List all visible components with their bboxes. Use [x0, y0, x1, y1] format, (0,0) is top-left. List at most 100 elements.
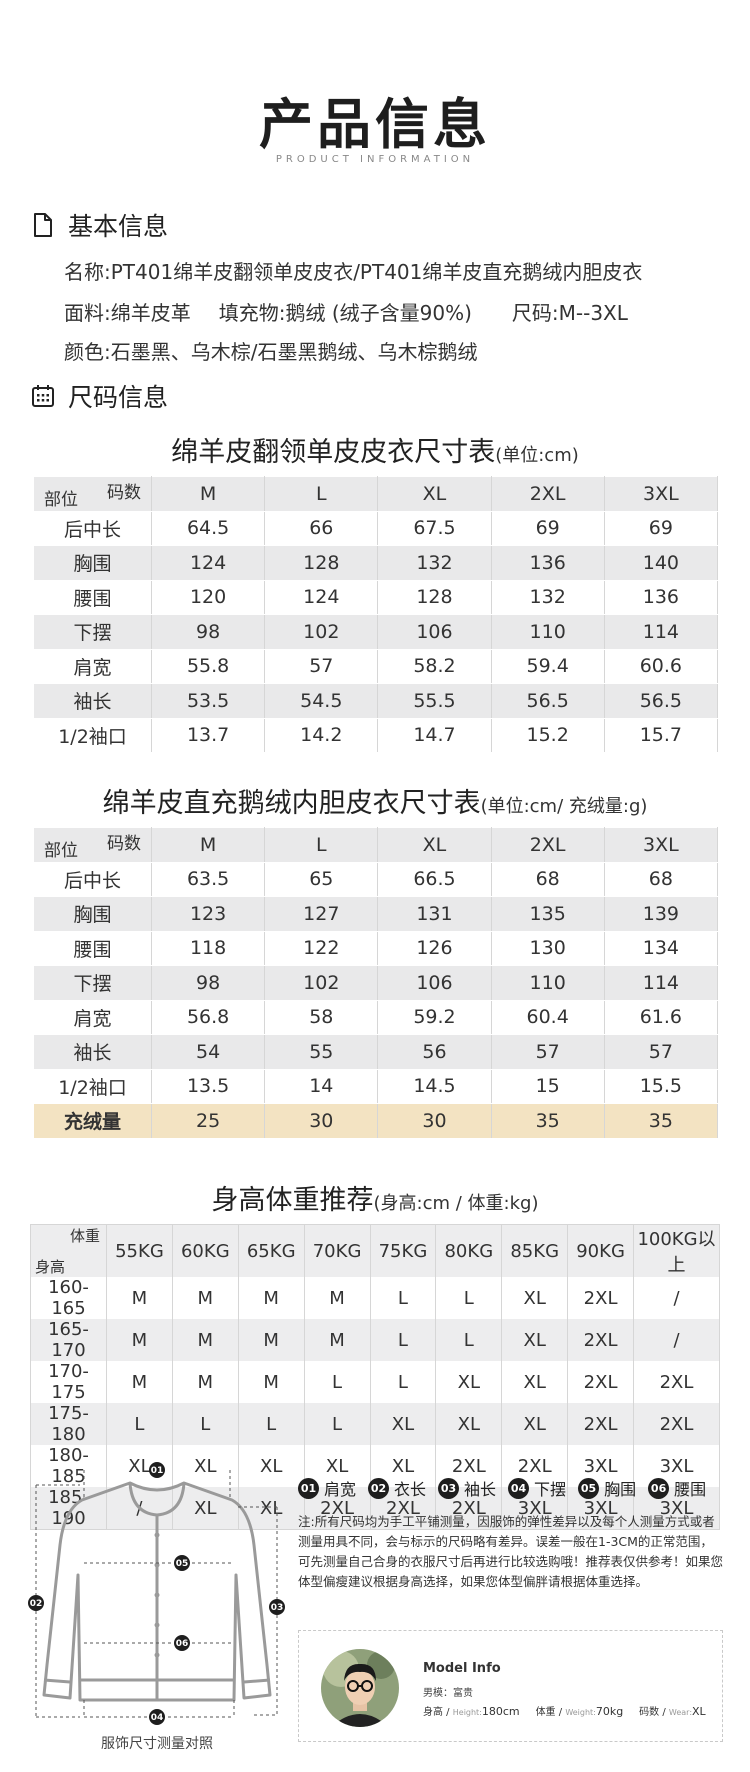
table-row: 肩宽 55.8 57 58.2 59.4 60.6: [33, 648, 719, 684]
table-cell: M: [172, 1277, 239, 1319]
table-cell: 56: [377, 1034, 492, 1070]
table-cell: 98: [150, 614, 266, 650]
height-en: Height:: [452, 1708, 482, 1717]
model-info-title: Model Info: [423, 1661, 501, 1676]
table-row: 185-190/XL XL 2XL 2XL 2XL 3XL 3XL 3XL: [30, 1487, 720, 1530]
table-cell: 58: [264, 999, 379, 1035]
table-cell: XL: [238, 1445, 305, 1487]
table-row: 腰围 118 122 126 130 134: [33, 930, 719, 966]
table-header-row: 码数 部位 M L XL 2XL 3XL: [33, 476, 719, 512]
svg-text:04: 04: [151, 1713, 164, 1723]
table-row: 袖长 53.5 54.5 55.5 56.5 56.5: [33, 683, 719, 719]
table-row: 袖长 54 55 56 57 57: [33, 1034, 719, 1070]
table-cell: 120: [150, 579, 266, 615]
table-cell: 132: [377, 545, 492, 581]
table-cell: 57: [603, 1034, 719, 1070]
table-cell: L: [172, 1403, 239, 1445]
measure-legend: 01 肩宽 02 衣长 03 袖长 04 下摆 05 胸围 06 腰围: [298, 1476, 718, 1500]
size-header: 2XL: [490, 476, 605, 512]
table-row: 160-165 M M M M L L XL 2XL /: [30, 1277, 720, 1319]
table-row: 下摆 98 102 106 110 114: [33, 614, 719, 650]
table-cell: L: [304, 1361, 371, 1403]
table-cell: 55.5: [377, 683, 492, 719]
table-row: 180-185 XL XL XL XL XL 2XL 2XL 3XL 3XL: [30, 1445, 720, 1487]
row-label: 袖长: [33, 683, 152, 719]
recommend-title-text: 身高体重推荐: [211, 1185, 374, 1216]
model-avatar: [321, 1649, 399, 1727]
table-cell: 128: [377, 579, 492, 615]
legend-item: 03 袖长: [438, 1476, 496, 1500]
legend-item: 04 下摆: [508, 1476, 566, 1500]
row-label: 腰围: [33, 930, 152, 966]
table-cell: 54.5: [264, 683, 379, 719]
table-cell: XL: [501, 1277, 569, 1319]
table-cell: L: [370, 1319, 437, 1361]
table-cell: 2XL: [567, 1403, 634, 1445]
recommend-unit: (身高:cm / 体重:kg): [373, 1193, 539, 1214]
table-cell: 56.5: [603, 683, 719, 719]
corner-top: 码数: [107, 483, 141, 503]
row-label: 肩宽: [33, 648, 152, 684]
legend-number: 01: [298, 1477, 319, 1499]
table-row: 腰围 120 124 128 132 136: [33, 579, 719, 615]
table-cell: 102: [264, 614, 379, 650]
svg-text:01: 01: [151, 1466, 164, 1476]
table-cell: M: [238, 1361, 305, 1403]
size-header: L: [264, 476, 379, 512]
height-label: 165-170: [30, 1319, 107, 1361]
size-range-text: 尺码:M--3XL: [511, 301, 628, 325]
table-cell: L: [435, 1277, 503, 1319]
legend-item: 01 肩宽: [298, 1476, 356, 1500]
table-cell: 127: [264, 896, 379, 932]
basic-info-title: 基本信息: [68, 212, 169, 241]
measure-note: 注:所有尺码均为手工平铺测量，因服饰的弹性差异以及每个人测量方式或者测量用具不同…: [298, 1514, 724, 1589]
height-label: 身高 /: [423, 1707, 450, 1718]
table-cell: 35: [603, 1103, 719, 1139]
table-corner: 码数 部位: [33, 827, 152, 863]
table-cell: M: [106, 1319, 173, 1361]
table-cell: L: [304, 1403, 371, 1445]
svg-text:03: 03: [271, 1603, 284, 1613]
height-label: 175-180: [30, 1403, 107, 1445]
table-cell: 130: [490, 930, 605, 966]
weight-header: 60KG: [172, 1224, 239, 1277]
material-line: 面料:绵羊皮革 填充物:鹅绒 (绒子含量90%) 尺码:M--3XL: [64, 297, 628, 326]
row-label: 充绒量: [33, 1103, 152, 1139]
table-cell: 14: [264, 1068, 379, 1104]
size-en: Wear:: [668, 1708, 693, 1717]
table-cell: XL: [370, 1445, 437, 1487]
legend-label: 下摆: [534, 1480, 567, 1499]
table-cell: 54: [150, 1034, 266, 1070]
table-cell: M: [238, 1319, 305, 1361]
table-row: 175-180 L L L L XL XL XL 2XL 2XL: [30, 1403, 720, 1445]
table-cell: XL: [501, 1403, 569, 1445]
legend-number: 06: [648, 1477, 670, 1499]
table-cell: 114: [603, 965, 719, 1001]
table-cell: 140: [603, 545, 719, 581]
table-cell: 110: [490, 614, 605, 650]
size-header: M: [150, 476, 266, 512]
table-cell: 136: [490, 545, 605, 581]
size-info-heading: 尺码信息: [30, 378, 168, 414]
table-cell: 124: [150, 545, 266, 581]
table-cell: L: [435, 1319, 503, 1361]
table-cell: L: [370, 1277, 437, 1319]
weight-header: 80KG: [435, 1224, 503, 1277]
weight-en: Weight:: [565, 1708, 596, 1717]
garment-measure-diagram: 01 02 03 04 05 06: [28, 1462, 285, 1725]
table-cell: 58.2: [377, 648, 492, 684]
table-cell: 69: [490, 510, 605, 546]
table-cell: L: [106, 1403, 173, 1445]
legend-number: 04: [508, 1477, 530, 1499]
recommend-header-row: 体重 身高 55KG 60KG 65KG 70KG 75KG 80KG 85KG 90KG 100K…: [30, 1224, 720, 1277]
corner-bottom: 身高: [35, 1258, 66, 1276]
legend-label: 袖长: [464, 1480, 497, 1499]
row-label: 1/2袖口: [33, 1068, 152, 1104]
corner-top: 码数: [107, 834, 141, 854]
table-cell: /: [633, 1277, 720, 1319]
table-cell: 55: [264, 1034, 379, 1070]
table-cell: M: [106, 1277, 173, 1319]
row-label: 肩宽: [33, 999, 152, 1035]
basic-info-heading: 基本信息: [30, 207, 168, 243]
table-cell: M: [304, 1319, 371, 1361]
